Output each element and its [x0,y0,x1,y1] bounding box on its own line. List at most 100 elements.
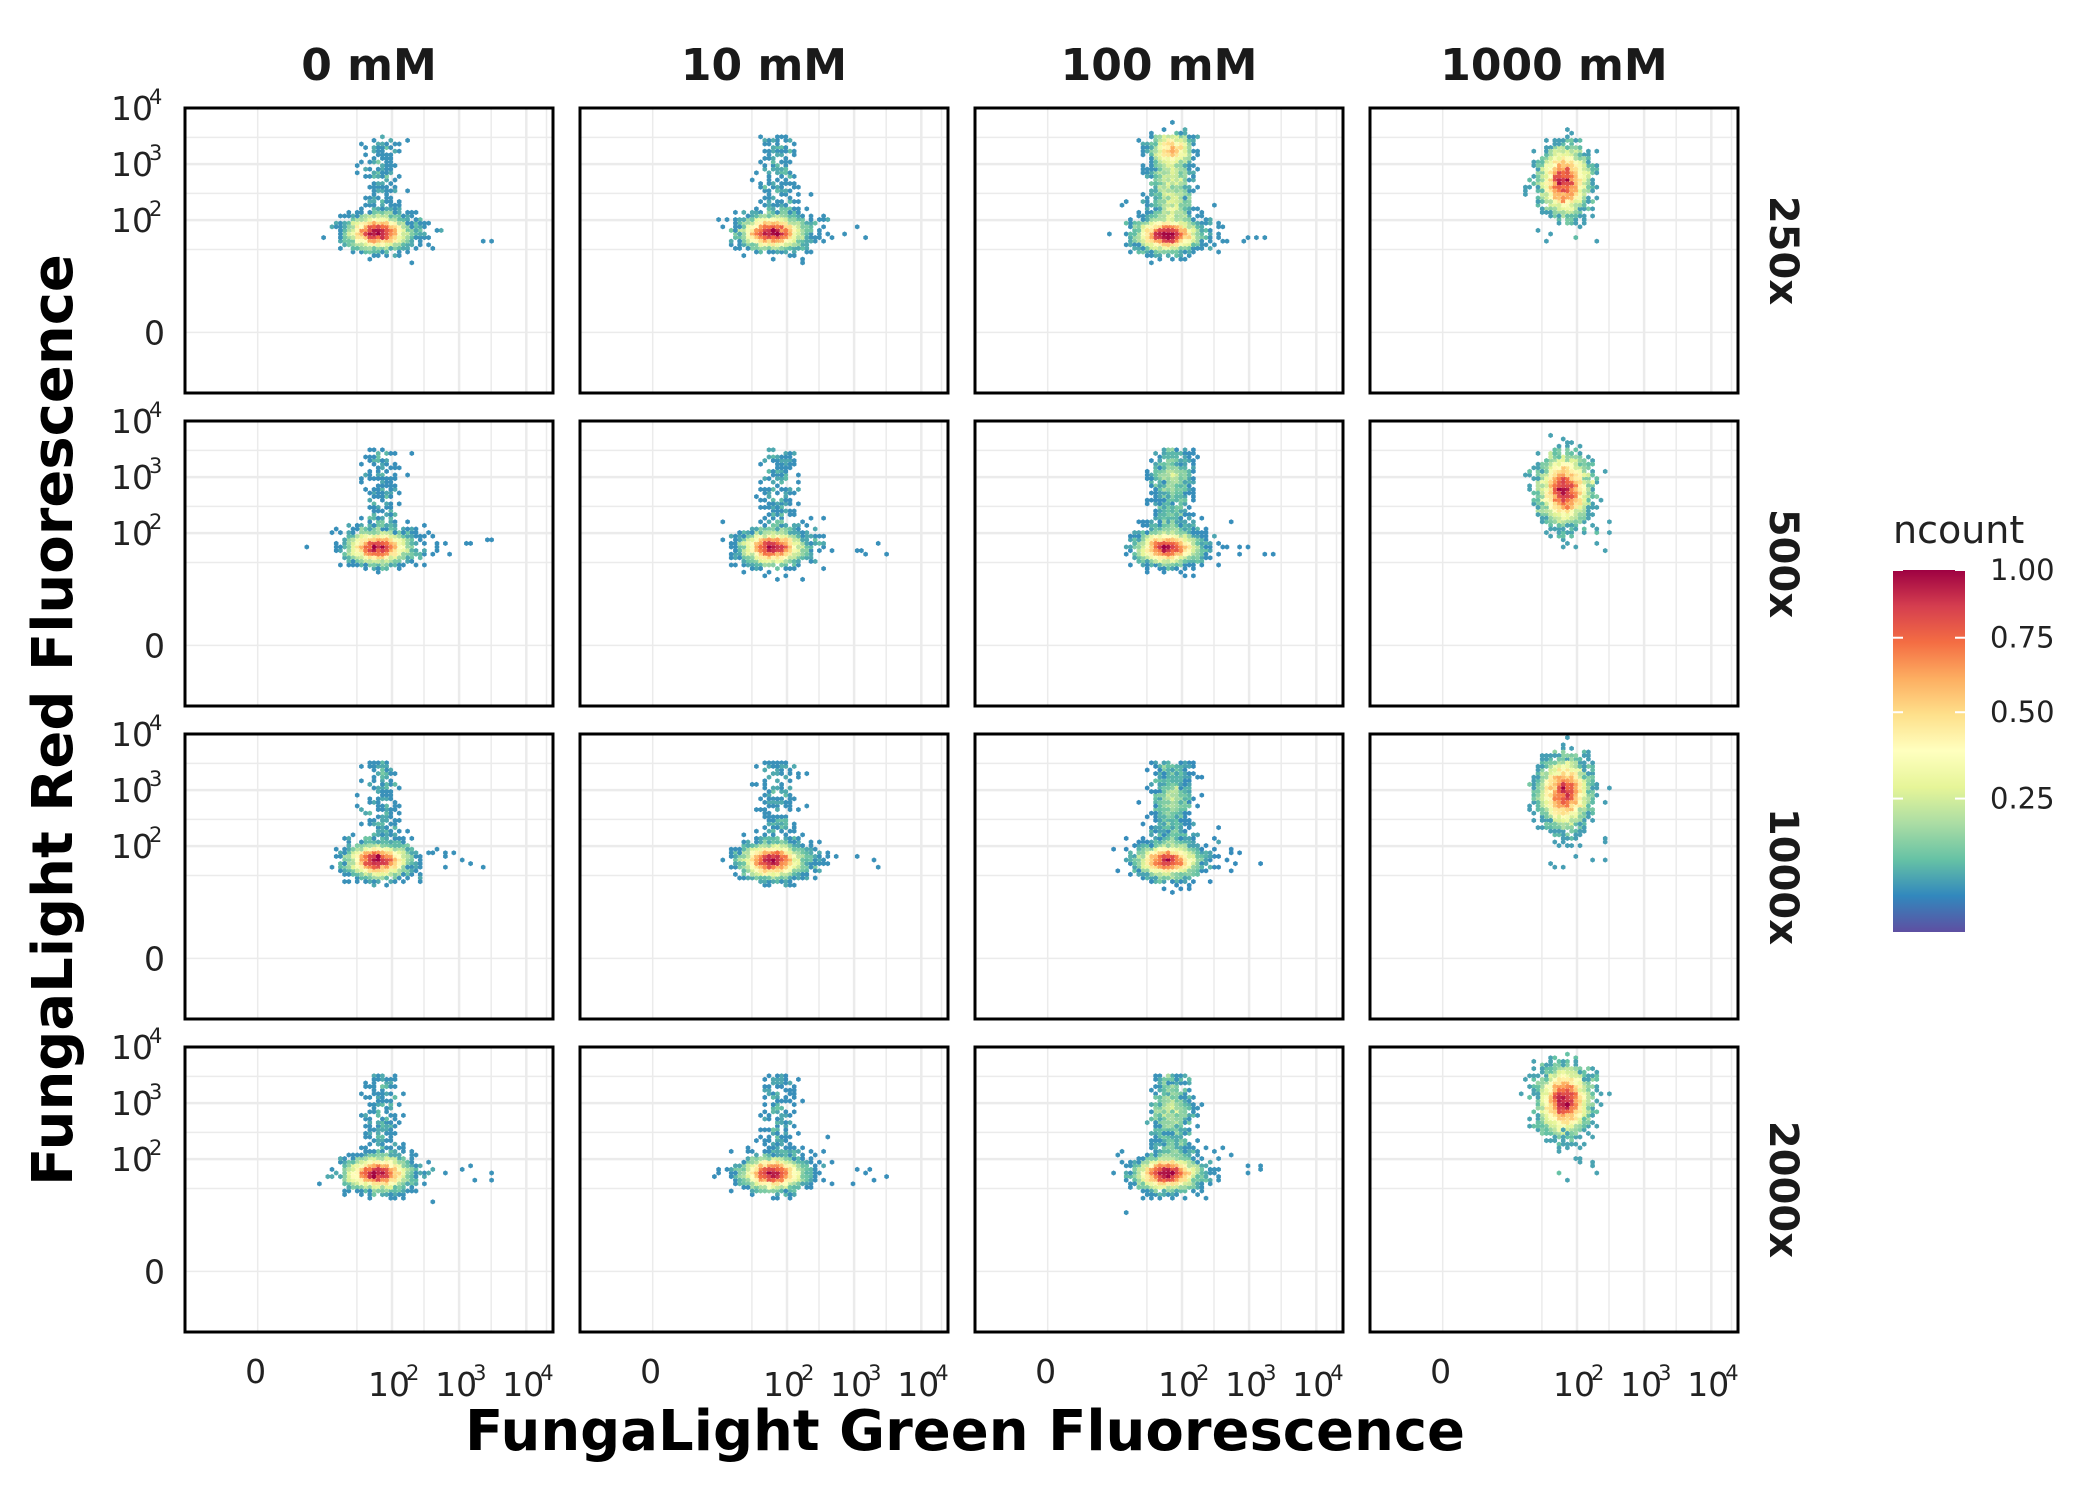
hexbin-cell [749,526,755,532]
hexbin-cell [375,166,381,172]
hexbin-cell [409,548,415,554]
hexbin-cell [1153,213,1158,219]
hexbin-cell [1157,177,1163,183]
hexbin-cell [1245,235,1251,241]
hexbin-cell [1569,519,1574,525]
hexbin-cell [1136,530,1142,536]
hexbin-cell [346,1159,352,1165]
hexbin-cell [1182,141,1188,147]
hexbin-cell [1170,817,1175,823]
hexbin-cell [1535,767,1541,773]
hexbin-cell [1182,760,1188,766]
hexbin-cell [367,1170,373,1176]
hexbin-cell [388,544,394,550]
hexbin-cell [1548,155,1553,161]
hexbin-cell [338,864,343,870]
hexbin-cell [1157,792,1163,798]
hexbin-cell [371,501,377,507]
hexbin-cell [1565,508,1570,514]
hexbin-cell [384,832,389,838]
hexbin-cell [1182,548,1188,554]
hexbin-cell [1178,558,1184,564]
hexbin-cell [1552,188,1558,194]
hexbin-cell [1161,871,1167,877]
hexbin-cell [791,1166,797,1172]
hexbin-cell [775,141,780,147]
hexbin-cell [359,850,364,856]
hexbin-cell [1548,184,1553,190]
hexbin-cell [371,238,377,244]
hexbin-cell [1149,479,1154,485]
hexbin-cell [1535,504,1541,510]
hexbin-cell [787,501,793,507]
hexbin-cell [1186,533,1192,539]
hexbin-cell [1577,774,1583,780]
hexbin-cell [363,1174,368,1180]
hexbin-cell [375,803,381,809]
hexbin-cell [1573,853,1579,859]
hexbin-cell [346,558,352,564]
hexbin-cell [791,864,797,870]
hexbin-cell [787,188,793,194]
hexbin-cell [796,530,801,536]
hexbin-cell [1560,839,1566,845]
hexbin-cell [1560,177,1566,183]
hexbin-cell [808,227,814,233]
hexbin-cell [766,555,772,561]
hexbin-cell [1170,191,1175,197]
hexbin-cell [741,209,747,215]
hexbin-cell [800,1166,805,1172]
hexbin-cell [417,235,423,241]
hexbin-cell [384,781,389,787]
hexbin-cell [758,843,763,849]
hexbin-cell [770,515,776,521]
hexbin-cell [787,850,793,856]
hexbin-cell [808,515,814,521]
hexbin-cell [1548,821,1553,827]
hexbin-cell [728,846,734,852]
hexbin-cell [1565,789,1570,795]
hexbin-cell [392,548,398,554]
hexbin-cell [1161,519,1167,525]
hexbin-cell [1165,173,1171,179]
hexbin-cell [770,763,776,769]
hexbin-cell [1556,497,1562,503]
hexbin-cell [354,1177,360,1183]
hexbin-cell [770,1174,776,1180]
hexbin-cell [363,1123,368,1129]
hexbin-cell [1186,558,1192,564]
hexbin-cell [1560,199,1566,205]
hexbin-cell [1539,803,1545,809]
hexbin-cell [821,857,826,863]
hexbin-cell [1140,163,1146,169]
hexbin-cell [1178,760,1184,766]
hexbin-cell [783,209,789,215]
hexbin-cell [1170,119,1175,125]
hexbin-cell [1207,555,1213,561]
hexbin-cell [762,141,768,147]
hexbin-cell [770,206,776,212]
hexbin-cell [384,1159,389,1165]
hexbin-cell [405,188,410,194]
hexbin-cell [1170,145,1175,151]
hexbin-cell [367,526,373,532]
hexbin-cell [1556,519,1562,525]
hexbin-cell [392,875,398,881]
hexbin-cell [779,173,784,179]
hexbin-cell [350,1163,356,1169]
facet-panel-500x-10mM [578,419,950,708]
hexbin-cell [363,875,368,881]
hexbin-cell [359,551,364,557]
hexbin-cell [1144,206,1150,212]
hexbin-cell [754,871,759,877]
hexbin-cell [754,540,759,546]
hexbin-cell [733,235,738,241]
hexbin-cell [1195,544,1200,550]
hexbin-cell [745,1166,751,1172]
hexbin-cell [817,861,822,867]
hexbin-cell [1170,781,1175,787]
hexbin-cell [779,548,784,554]
hexbin-cell [384,479,389,485]
hexbin-cell [1186,771,1192,777]
hexbin-cell [796,231,801,237]
